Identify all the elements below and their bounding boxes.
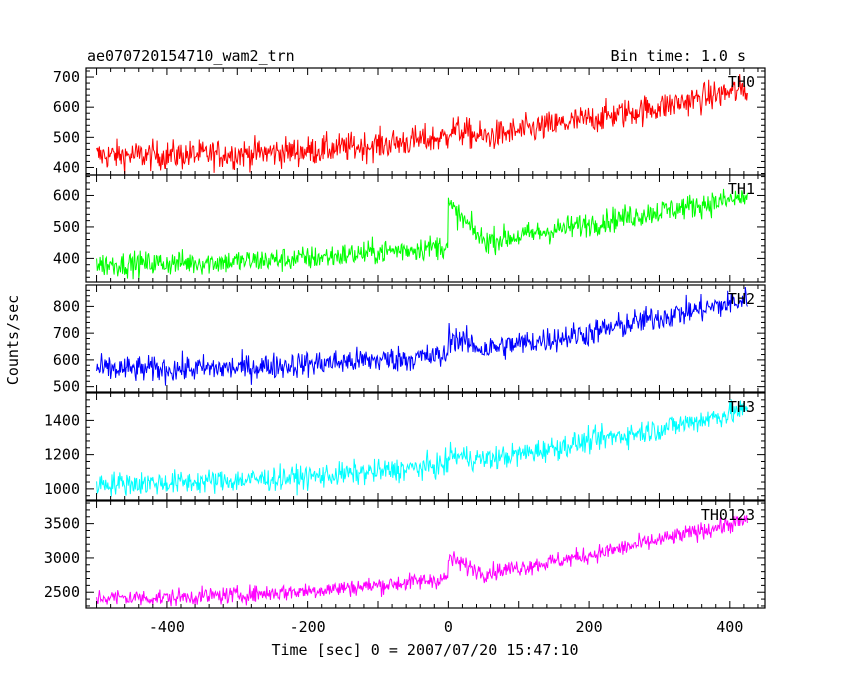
y-tick-label: 800 (53, 297, 80, 315)
y-tick-label: 400 (53, 158, 80, 176)
panel-th0: 400 500 600 700 TH0 (53, 67, 766, 176)
y-tick-label: 600 (53, 186, 80, 204)
x-tick-label: 400 (716, 618, 743, 636)
series-line-th3 (96, 399, 748, 497)
y-tick-label: 3000 (44, 549, 80, 567)
panel-frame (85, 284, 766, 393)
panel-frame (85, 392, 766, 501)
y-axis-label: Counts/sec (4, 295, 22, 385)
y-tick-label: 500 (53, 128, 80, 146)
panel-name-label: TH1 (728, 180, 755, 198)
panel-frame (85, 500, 766, 609)
y-tick-label: 3500 (44, 515, 80, 533)
panel-th2: 500 600 700 800 TH2 (53, 284, 766, 396)
y-tick-label: 1200 (44, 446, 80, 464)
panel-th0123: 2500 3000 3500 TH0123 (44, 500, 766, 609)
x-tick-label: 200 (576, 618, 603, 636)
y-tick-label: 400 (53, 249, 80, 267)
panel-th3: 1000 1200 1400 TH3 (44, 392, 766, 501)
series-line-th0 (96, 74, 748, 175)
panel-th1: 400 500 600 TH1 (53, 174, 766, 283)
x-axis-label: Time [sec] 0 = 2007/07/20 15:47:10 (271, 641, 578, 659)
panel-name-label: TH0123 (701, 506, 755, 524)
series-line-th2 (96, 286, 748, 386)
panel-name-label: TH2 (728, 290, 755, 308)
panels-group: 400 500 600 700 TH0 400 500 600 TH1 500 600 700 800 T… (44, 67, 766, 609)
y-tick-label: 1000 (44, 480, 80, 498)
y-tick-label: 1400 (44, 411, 80, 429)
x-tick-label: -400 (149, 618, 185, 636)
panel-frame (85, 174, 766, 283)
x-axis: -400 -200 0 200 400 (149, 618, 744, 636)
bin-time-label: Bin time: 1.0 s (611, 47, 746, 65)
panel-name-label: TH0 (728, 73, 755, 91)
y-tick-label: 600 (53, 351, 80, 369)
y-tick-label: 700 (53, 68, 80, 86)
y-tick-label: 2500 (44, 583, 80, 601)
chart-title: ae070720154710_wam2_trn (87, 47, 295, 65)
x-tick-label: 0 (444, 618, 453, 636)
y-tick-label: 500 (53, 218, 80, 236)
series-line-th1 (96, 188, 748, 280)
y-tick-label: 700 (53, 324, 80, 342)
series-line-th0123 (96, 515, 748, 607)
x-tick-label: -200 (290, 618, 326, 636)
y-tick-label: 600 (53, 98, 80, 116)
panel-name-label: TH3 (728, 398, 755, 416)
y-tick-label: 500 (53, 378, 80, 396)
